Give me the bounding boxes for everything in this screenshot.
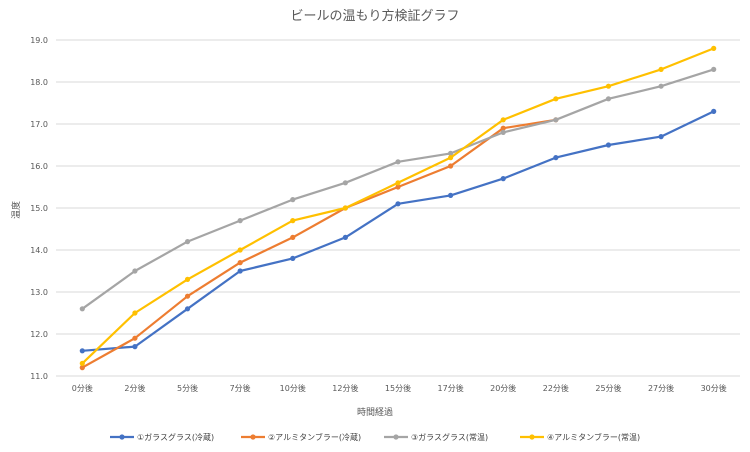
data-point [500, 176, 506, 182]
x-tick-label: 2分後 [124, 383, 145, 393]
data-point [448, 155, 454, 161]
legend-marker [393, 434, 399, 440]
data-point [553, 96, 559, 102]
x-tick-label: 0分後 [72, 383, 93, 393]
y-tick-label: 13.0 [30, 288, 48, 297]
data-point [605, 83, 612, 89]
x-tick-label: 22分後 [543, 383, 569, 393]
x-tick-label: 30分後 [701, 383, 727, 393]
data-point [79, 306, 85, 312]
data-point [184, 293, 191, 299]
legend-marker [529, 434, 535, 440]
y-tick-label: 14.0 [30, 246, 48, 255]
data-point [79, 365, 85, 371]
legend-label: ②アルミタンブラー(冷蔵) [268, 432, 361, 442]
data-point [711, 66, 717, 72]
y-tick-label: 19.0 [30, 36, 48, 45]
data-point [342, 180, 348, 186]
series-group [79, 45, 717, 371]
data-point [132, 310, 138, 316]
y-tick-label: 16.0 [30, 162, 48, 171]
series-1 [79, 108, 717, 354]
data-point [658, 66, 664, 72]
x-axis-ticks: 0分後 2分後 5分後 7分後 10分後 12分後 15分後 17分後 20分後 22分後 25分後… [72, 383, 727, 393]
data-point [132, 335, 138, 341]
x-tick-label: 17分後 [438, 383, 464, 393]
data-point [184, 239, 191, 245]
data-point [290, 255, 296, 261]
x-tick-label: 15分後 [385, 383, 411, 393]
x-tick-label: 10分後 [280, 383, 306, 393]
data-point [290, 197, 296, 203]
data-point [184, 306, 191, 312]
data-point [395, 201, 401, 207]
data-point [290, 234, 296, 240]
data-point [500, 125, 506, 131]
data-point [658, 83, 664, 89]
x-tick-label: 5分後 [177, 383, 198, 393]
series-3 [79, 66, 717, 312]
series-2 [79, 117, 559, 371]
series-4 [79, 45, 717, 366]
series-line [81, 118, 557, 369]
data-point [658, 134, 664, 140]
series-line [81, 110, 715, 352]
legend-marker [119, 434, 125, 440]
y-axis-label: 温度 [10, 201, 22, 219]
data-point [711, 45, 717, 52]
y-tick-label: 15.0 [30, 204, 48, 213]
data-point [237, 247, 243, 253]
data-point [237, 260, 243, 266]
y-tick-label: 17.0 [30, 120, 48, 129]
data-point [132, 344, 138, 350]
data-point [500, 129, 506, 135]
data-point [500, 117, 506, 123]
x-tick-label: 27分後 [648, 383, 674, 393]
x-tick-label: 12分後 [332, 383, 358, 393]
data-point [553, 155, 559, 161]
data-point [79, 348, 85, 354]
data-point [79, 360, 85, 366]
y-tick-label: 12.0 [30, 330, 48, 339]
data-point [395, 159, 401, 165]
y-tick-label: 11.0 [30, 372, 48, 381]
y-tick-label: 18.0 [30, 78, 48, 87]
data-point [553, 117, 559, 123]
data-point [605, 142, 612, 148]
legend: ①ガラスグラス(冷蔵) ②アルミタンブラー(冷蔵) ③ガラスグラス(常温) ④アルミタ… [110, 432, 640, 442]
data-point [237, 218, 243, 224]
data-point [237, 268, 243, 274]
data-point [290, 218, 296, 224]
x-tick-label: 25分後 [595, 383, 621, 393]
data-point [448, 150, 454, 156]
data-point [184, 276, 191, 282]
data-point [342, 205, 348, 211]
chart-title: ビールの温もり方検証グラフ [290, 8, 459, 24]
data-point [395, 184, 401, 190]
legend-label: ①ガラスグラス(冷蔵) [137, 432, 214, 442]
data-point [448, 163, 454, 169]
x-tick-label: 7分後 [230, 383, 251, 393]
data-point [395, 180, 401, 186]
gridlines [56, 39, 740, 377]
data-point [132, 268, 138, 274]
x-axis-label: 時間経過 [357, 406, 393, 418]
legend-label: ④アルミタンブラー(常温) [547, 432, 640, 442]
data-point [605, 96, 612, 102]
data-point [448, 192, 454, 198]
y-axis-ticks: 11.0 12.0 13.0 14.0 15.0 16.0 17.0 18.0 19.0 [30, 36, 48, 381]
data-point [342, 234, 348, 240]
data-point [711, 108, 717, 114]
legend-marker [250, 434, 256, 440]
legend-label: ③ガラスグラス(常温) [411, 432, 488, 442]
x-tick-label: 20分後 [490, 383, 516, 393]
